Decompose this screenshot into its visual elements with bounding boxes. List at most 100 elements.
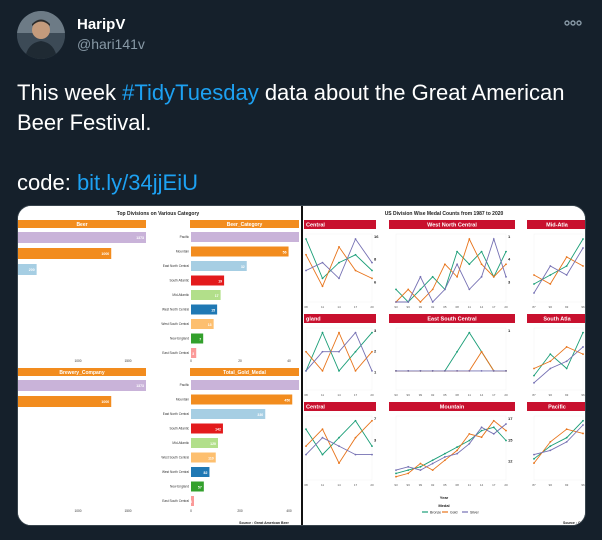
- data-point: [492, 433, 495, 435]
- panel-header: [527, 402, 585, 411]
- tick-label: 40: [287, 359, 291, 363]
- line-panel: Mountain 93 96 99 02 05 08 11 14 17 20 17 15 12: [389, 402, 515, 487]
- category-label: New England: [170, 485, 189, 489]
- data-point: [407, 288, 410, 291]
- hashtag-link[interactable]: #TidyTuesday: [122, 80, 259, 105]
- data-point: [505, 423, 507, 425]
- data-point: [533, 457, 535, 460]
- panel-title: South Atla: [543, 317, 571, 323]
- tick-label: 1500: [124, 359, 131, 363]
- bar-value-label: 17: [215, 294, 219, 298]
- bar-value-label: 1000: [101, 400, 109, 404]
- plot-area: [395, 327, 507, 391]
- bar-panel: Total_Gold_Medal Pacific 450 Mountain 330 Eas…: [161, 368, 299, 513]
- data-point: [395, 472, 397, 475]
- bar-value-label: 1373: [136, 236, 144, 240]
- display-name[interactable]: HaripV: [77, 16, 126, 33]
- panel-header: [190, 220, 299, 228]
- legend-title: Medal: [438, 503, 449, 508]
- bar: [191, 481, 204, 492]
- x-tick-label: 99: [419, 483, 423, 487]
- data-point: [395, 369, 397, 372]
- x-tick-label: 90: [549, 393, 553, 397]
- data-point: [371, 419, 373, 422]
- plot-area: [305, 327, 373, 391]
- x-tick-label: 14: [480, 393, 484, 397]
- tick-label: 0: [190, 509, 192, 513]
- data-point: [533, 462, 535, 464]
- data-point: [419, 469, 422, 472]
- end-label: 2: [585, 257, 586, 262]
- data-point: [321, 261, 324, 264]
- left-title: Top Divisions on Various Category: [117, 211, 200, 217]
- panel-title: gland: [306, 317, 321, 323]
- bar-panel: Brewery_Company 1373 1000 1000 1500: [18, 368, 146, 513]
- media-image[interactable]: Top Divisions on Various Category US Div…: [17, 205, 586, 526]
- data-point: [468, 442, 471, 445]
- data-point: [549, 274, 552, 276]
- data-point: [305, 453, 307, 456]
- data-point: [321, 436, 324, 439]
- panel-header: [389, 314, 515, 323]
- category-label: West North Central: [162, 308, 189, 312]
- bar: [191, 380, 299, 390]
- x-tick-label: 17: [492, 393, 496, 397]
- data-point: [431, 301, 434, 303]
- x-tick-label: 93: [565, 393, 569, 397]
- plot-area: [533, 415, 584, 481]
- x-tick-label: 05: [443, 305, 447, 309]
- x-tick-label: 20: [370, 393, 374, 397]
- data-point: [305, 428, 307, 431]
- series-line: [395, 237, 507, 303]
- user-handle[interactable]: @hari141v: [77, 36, 145, 52]
- bar: [191, 496, 194, 506]
- data-point: [443, 263, 446, 266]
- data-point: [549, 441, 552, 443]
- avatar[interactable]: [17, 11, 65, 59]
- data-point: [549, 367, 552, 370]
- data-point: [480, 426, 483, 429]
- data-point: [305, 269, 307, 272]
- legend-label: Gold: [450, 511, 457, 515]
- data-point: [565, 436, 568, 439]
- bar: [191, 423, 223, 434]
- data-point: [565, 428, 568, 431]
- data-point: [395, 475, 397, 478]
- bar-value-label: 120: [210, 442, 216, 446]
- right-source: Source : Gre: [563, 521, 584, 525]
- data-point: [582, 238, 584, 240]
- series-line: [533, 346, 584, 384]
- line-panel: Central 08 11 14 17 20 7 3: [304, 402, 377, 487]
- x-tick-label: 20: [370, 483, 374, 487]
- bar: [191, 394, 293, 405]
- x-tick-label: 14: [337, 393, 341, 397]
- x-tick-label: 20: [504, 305, 508, 309]
- data-point: [407, 301, 410, 303]
- x-tick-label: 17: [354, 483, 358, 487]
- x-tick-label: 93: [394, 393, 398, 397]
- data-point: [565, 265, 568, 267]
- plot-area: [533, 233, 584, 303]
- data-point: [549, 265, 552, 267]
- data-point: [321, 350, 324, 353]
- end-label: 1: [374, 369, 377, 374]
- tweet-text-before: This week: [17, 80, 123, 105]
- line-panel: Central 08 11 14 17 20 16 8 6: [304, 220, 379, 309]
- x-tick-label: 93: [565, 483, 569, 487]
- x-tick-label: 17: [354, 305, 358, 309]
- data-point: [480, 275, 483, 278]
- end-label: 12: [508, 459, 513, 464]
- category-label: West South Central: [161, 456, 189, 460]
- more-horizontal-icon[interactable]: [563, 16, 583, 28]
- plot-area: [305, 233, 373, 303]
- x-tick-label: 20: [370, 305, 374, 309]
- code-link[interactable]: bit.ly/34jjEiU: [76, 170, 198, 195]
- data-point: [354, 419, 357, 422]
- x-tick-label: 02: [431, 483, 435, 487]
- data-point: [338, 436, 340, 439]
- x-tick-label: 20: [504, 393, 508, 397]
- bar: [18, 396, 112, 407]
- x-tick-label: 99: [419, 305, 423, 309]
- panel-title: Mid-Atla: [546, 223, 569, 229]
